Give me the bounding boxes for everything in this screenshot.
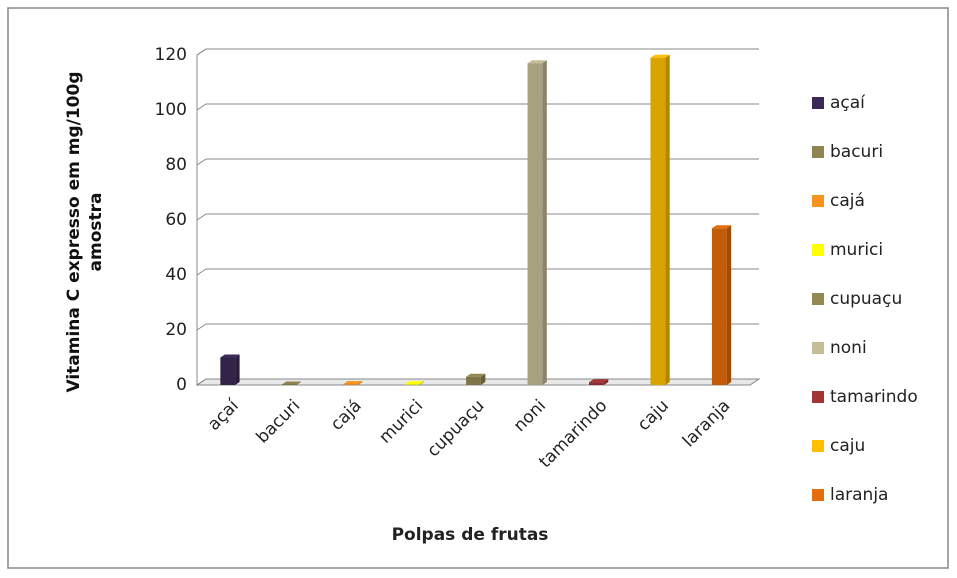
y-tick-label: 0 [176, 375, 187, 395]
legend-label: bacuri [830, 142, 883, 162]
bar-top [281, 381, 302, 385]
legend-swatch [812, 440, 824, 452]
bar-side [357, 381, 363, 385]
bar-top [343, 381, 363, 385]
bar-top [589, 379, 609, 383]
bar-front [711, 228, 727, 385]
bar [343, 381, 363, 385]
chart-frame [7, 7, 949, 569]
legend-label: murici [830, 240, 883, 260]
bar-top [650, 54, 670, 58]
bar-front [220, 357, 236, 385]
bar [527, 60, 547, 385]
legend-swatch [812, 342, 824, 354]
bar [220, 354, 240, 385]
legend-swatch [812, 489, 824, 501]
bar-side [235, 354, 240, 385]
y-tick-label: 120 [155, 45, 187, 65]
bar-front [527, 63, 543, 385]
bar-top [220, 354, 240, 358]
bar-top [527, 60, 547, 64]
y-axis-title: Vitamina C expresso em mg/100g amostra [64, 71, 106, 393]
bar-side [296, 381, 302, 385]
legend-swatch [812, 97, 824, 109]
grid-line-side [196, 213, 207, 221]
legend-label: laranja [830, 485, 888, 505]
bar-side [665, 54, 670, 385]
bar-top [711, 225, 732, 229]
bar-side [542, 60, 547, 385]
y-tick-label: 60 [165, 210, 187, 230]
legend-label: cajá [830, 191, 865, 211]
bar [650, 54, 670, 385]
bar-side [726, 225, 732, 385]
legend-label: tamarindo [830, 387, 918, 407]
bar [281, 381, 302, 385]
bar [466, 373, 486, 385]
x-axis-title: Polpas de frutas [392, 525, 549, 545]
legend-label: cupuaçu [830, 289, 902, 309]
bar-front [650, 57, 666, 385]
bar-side [419, 381, 424, 385]
y-tick-label: 40 [165, 265, 187, 285]
bar-top [466, 373, 486, 377]
bar [711, 225, 732, 385]
bar-top [404, 381, 424, 385]
legend-label: noni [830, 338, 867, 358]
bar-side [603, 379, 609, 385]
legend-swatch [812, 391, 824, 403]
legend-swatch [812, 244, 824, 256]
grid-line-side [196, 103, 207, 111]
legend-label: caju [830, 436, 865, 456]
bar-front [466, 376, 481, 385]
grid-line-side [196, 158, 207, 166]
grid-line-side [196, 48, 207, 56]
bar-front [404, 384, 420, 385]
grid-line-side [196, 378, 207, 386]
bar [404, 381, 424, 385]
bar [589, 379, 609, 385]
grid-line-side [196, 268, 207, 276]
y-tick-label: 100 [155, 100, 187, 120]
bar-front [281, 384, 297, 385]
bar-front [589, 382, 604, 385]
bar-front [343, 384, 358, 385]
y-tick-label: 80 [165, 155, 187, 175]
legend-swatch [812, 293, 824, 305]
legend-swatch [812, 146, 824, 158]
grid-line-side [196, 323, 207, 331]
bar-side [480, 373, 486, 385]
y-tick-label: 20 [165, 320, 187, 340]
legend-swatch [812, 195, 824, 207]
legend-label: açaí [830, 93, 866, 113]
